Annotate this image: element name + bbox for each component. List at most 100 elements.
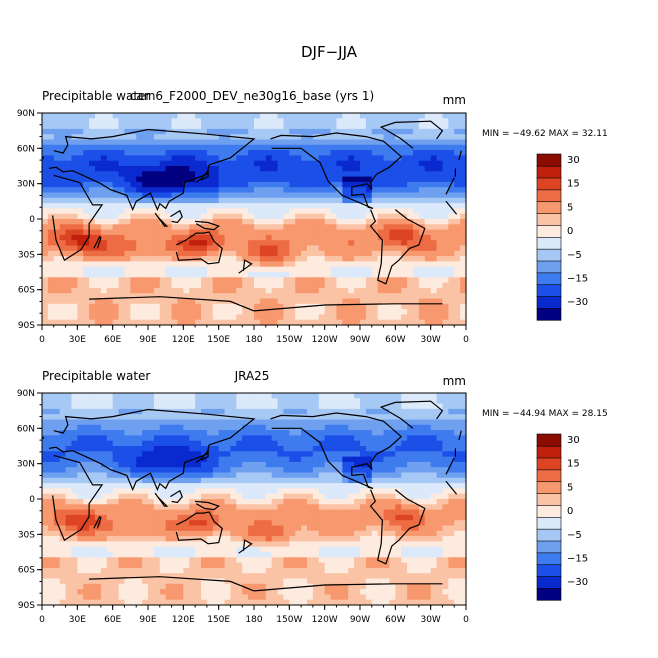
map-cell: [295, 160, 302, 167]
map-cell: [130, 403, 137, 410]
map-cell: [407, 435, 414, 442]
map-cell: [71, 192, 78, 199]
coastline: [195, 169, 209, 183]
map-cell: [312, 171, 320, 178]
map-cell: [295, 408, 302, 415]
map-cell: [65, 287, 73, 294]
map-cell: [383, 234, 391, 241]
map-cell: [165, 277, 173, 284]
map-cell: [401, 319, 408, 326]
map-cell: [460, 245, 467, 252]
map-cell: [418, 150, 426, 156]
map-cell: [407, 208, 414, 215]
map-cell: [142, 440, 149, 447]
map-cell: [206, 197, 214, 204]
coastline: [445, 200, 458, 215]
map-cell: [165, 536, 173, 542]
map-cell: [118, 256, 126, 262]
map-cell: [89, 314, 96, 321]
map-cell: [413, 408, 420, 415]
map-cell: [183, 192, 190, 199]
map-cell: [448, 298, 455, 305]
map-cell: [460, 266, 467, 273]
map-cell: [365, 393, 373, 399]
map-cell: [295, 176, 302, 183]
map-cell: [242, 250, 249, 257]
map-cell: [318, 219, 326, 225]
map-cell: [53, 160, 61, 167]
map-cell: [212, 435, 220, 442]
map-cell: [407, 128, 414, 135]
map-cell: [248, 525, 255, 532]
map-cell: [124, 134, 131, 141]
map-cell: [236, 309, 243, 315]
map-cell: [442, 314, 449, 321]
map-cell: [230, 398, 237, 405]
map-cell: [289, 139, 296, 146]
map-cell: [389, 530, 396, 537]
map-cell: [236, 293, 243, 300]
map-cell: [95, 160, 102, 167]
map-cell: [177, 499, 184, 505]
map-cell: [47, 187, 55, 194]
map-cell: [118, 123, 126, 130]
map-cell: [312, 456, 320, 463]
map-cell: [95, 430, 102, 436]
map-cell: [271, 509, 279, 516]
map-cell: [407, 461, 414, 468]
map-cell: [401, 488, 408, 495]
map-cell: [118, 298, 126, 305]
map-cell: [418, 514, 426, 521]
map-cell: [65, 123, 73, 130]
map-cell: [360, 504, 367, 511]
map-cell: [283, 298, 290, 305]
map-cell: [136, 245, 143, 252]
map-cell: [106, 446, 114, 452]
map-cell: [271, 514, 279, 521]
map-cell: [460, 118, 467, 125]
map-cell: [124, 277, 131, 284]
map-cell: [430, 430, 438, 436]
map-cell: [171, 139, 179, 146]
map-cell: [407, 446, 414, 452]
map-cell: [460, 435, 467, 442]
map-cell: [89, 113, 96, 119]
map-cell: [265, 139, 273, 146]
map-cell: [95, 224, 102, 231]
map-cell: [124, 113, 131, 119]
map-cell: [301, 520, 308, 527]
map-cell: [112, 488, 120, 495]
map-cell: [436, 456, 444, 463]
map-cell: [413, 128, 420, 135]
map-cell: [124, 440, 131, 447]
map-cell: [171, 277, 179, 284]
map-cell: [42, 509, 49, 516]
map-cell: [230, 144, 237, 151]
map-cell: [242, 398, 249, 405]
map-cell: [248, 250, 255, 257]
map-cell: [183, 123, 190, 130]
map-cell: [460, 229, 467, 236]
map-cell: [365, 272, 373, 278]
map-cell: [148, 293, 155, 300]
map-cell: [183, 530, 190, 537]
map-cell: [71, 213, 78, 220]
map-cell: [118, 150, 126, 156]
map-cell: [236, 419, 243, 426]
map-cell: [218, 219, 226, 225]
map-cell: [277, 530, 285, 537]
map-cell: [348, 203, 355, 209]
map-cell: [354, 483, 361, 489]
map-cell: [436, 144, 444, 151]
map-cell: [442, 213, 449, 220]
map-cell: [230, 435, 237, 442]
map-cell: [95, 509, 102, 516]
map-cell: [289, 446, 296, 452]
map-cell: [47, 451, 55, 458]
map-cell: [365, 472, 373, 479]
map-cell: [271, 277, 279, 284]
map-cell: [83, 171, 90, 178]
map-cell: [307, 181, 314, 188]
map-cell: [407, 493, 414, 500]
map-cell: [295, 488, 302, 495]
